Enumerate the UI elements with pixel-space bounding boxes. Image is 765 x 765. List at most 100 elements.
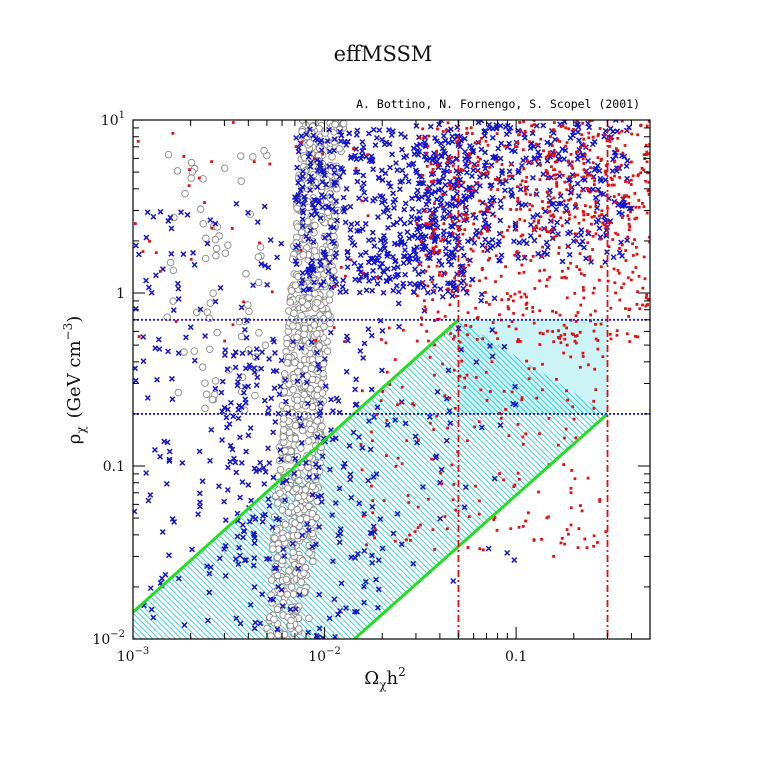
data-point-cross [589,141,596,148]
data-point-dot [453,276,457,280]
data-point-dot [579,145,583,149]
data-point-dot [449,186,453,190]
data-point-dot [443,394,447,398]
data-point-circle [284,454,293,463]
data-point-cross [221,546,228,552]
data-point-dot [451,164,455,168]
data-point-dot [477,236,481,240]
data-point-cross [321,234,328,241]
data-point-dot [616,149,620,153]
data-point-dot [393,539,397,543]
data-point-dot [569,152,573,156]
data-point-dot [623,194,626,198]
data-point-dot [339,266,343,269]
data-point-dot [493,177,497,181]
data-point-dot [577,527,581,530]
data-point-cross [224,366,231,373]
data-point-circle [284,484,292,492]
data-point-dot [438,249,442,252]
data-point-cross [402,247,408,253]
data-point-circle [201,404,209,413]
data-point-dot [455,198,459,202]
data-point-dot [431,246,435,250]
data-point-cross [365,477,372,484]
data-point-cross [409,205,416,212]
data-point-cross [242,365,249,372]
data-point-dot [558,336,562,340]
data-point-circle [311,221,319,230]
data-point-circle [292,485,300,493]
data-point-dot [484,139,488,143]
scatter-points [133,120,650,639]
data-point-dot [463,228,467,232]
data-point-circle [303,301,312,309]
data-point-dot [538,432,541,436]
data-point-circle [335,144,344,153]
data-point-cross [414,169,420,176]
data-point-cross [317,408,324,415]
data-point-dot [425,151,429,155]
data-point-dot [231,121,235,124]
data-point-dot [598,127,602,130]
data-point-dot [621,151,625,155]
chart-title: effMSSM [334,42,433,66]
data-point-cross [300,209,307,216]
data-point-dot [471,185,475,189]
data-point-dot [462,180,466,184]
data-point-dot [569,486,573,490]
plot-area [133,120,650,639]
data-point-circle [205,314,214,322]
data-point-dot [394,464,398,468]
data-point-dot [385,454,388,458]
data-point-cross [389,128,396,135]
data-point-cross [352,276,359,283]
data-point-dot [623,144,627,147]
data-point-cross [333,198,340,205]
data-point-dot [538,234,541,238]
data-point-dot [522,270,526,274]
data-point-cross [527,232,534,239]
data-point-dot [635,216,639,220]
data-point-cross [338,580,345,587]
data-point-circle [208,395,217,404]
data-point-cross [433,196,440,203]
data-point-cross [309,264,316,271]
data-point-cross [574,180,581,187]
data-point-circle [291,519,299,527]
data-point-dot [608,332,612,336]
data-point-dot [530,124,534,128]
data-point-dot [637,198,641,202]
data-point-cross [331,147,337,154]
data-point-cross [219,408,226,415]
data-point-dot [523,219,527,223]
data-point-circle [330,267,338,275]
data-point-dot [554,311,558,314]
data-point-cross [446,231,453,238]
data-point-dot [405,439,409,443]
data-point-dot [566,266,570,270]
data-point-cross [298,422,305,429]
data-point-dot [605,232,609,236]
data-point-cross [254,219,261,226]
data-point-cross [340,277,347,284]
data-point-cross [394,510,401,517]
data-point-circle [318,389,327,397]
data-point-dot [582,137,586,141]
data-point-dot [569,318,573,322]
data-point-cross [446,408,453,414]
data-point-cross [380,236,387,243]
data-point-dot [416,526,420,529]
data-point-cross [365,259,372,266]
data-point-dot [188,168,191,172]
data-point-cross [592,165,599,172]
data-point-dot [535,226,539,230]
data-point-cross [512,383,518,390]
data-point-dot [379,338,383,341]
data-point-circle [274,499,282,507]
data-point-dot [597,214,601,218]
data-point-dot [634,266,638,269]
data-point-cross [350,429,357,436]
data-point-dot [426,223,430,227]
data-point-cross [191,357,198,364]
data-point-circle [307,364,316,373]
